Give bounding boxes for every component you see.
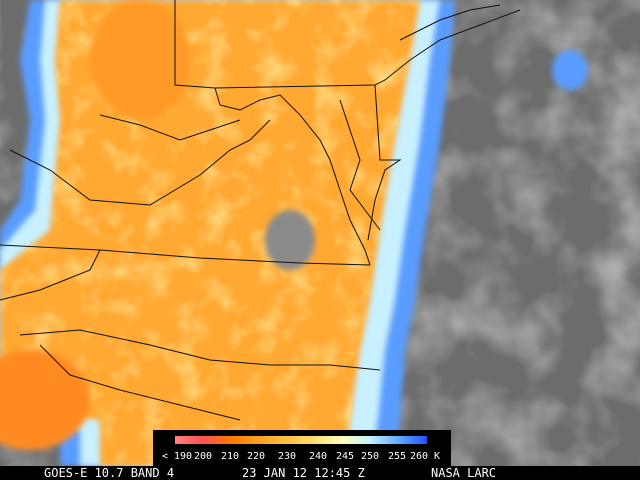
legend-label: 230: [278, 451, 296, 462]
cold-core: [0, 350, 90, 450]
caption-bar: [0, 466, 640, 480]
legend-label: 255: [388, 451, 406, 462]
caption-center: 23 JAN 12 12:45 Z: [242, 466, 365, 480]
cloud-cell: [552, 50, 588, 90]
legend-label: 220: [247, 451, 265, 462]
clear-patch: [265, 210, 315, 270]
legend-label: < 190: [162, 451, 192, 462]
legend-label: 210: [221, 451, 239, 462]
boundaries: [0, 0, 521, 421]
legend-colorbar: [175, 436, 427, 444]
legend-label: 240: [309, 451, 327, 462]
legend-label: 245: [336, 451, 354, 462]
legend-label: 200: [194, 451, 212, 462]
caption-right: NASA LARC: [431, 466, 496, 480]
caption-left: GOES-E 10.7 BAND 4: [44, 466, 174, 480]
legend-label: 260 K: [410, 451, 440, 462]
legend-label: 250: [361, 451, 379, 462]
cold-core: [90, 0, 190, 120]
